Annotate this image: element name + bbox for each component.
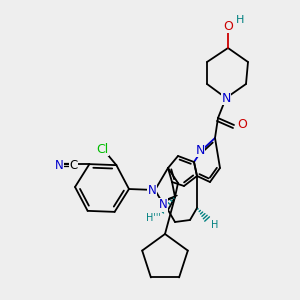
Text: O: O <box>237 118 247 130</box>
Text: H: H <box>236 15 244 25</box>
Text: H: H <box>211 220 219 230</box>
Text: N: N <box>221 92 231 104</box>
Text: C: C <box>69 159 77 172</box>
Text: O: O <box>223 20 233 32</box>
Text: Cl: Cl <box>96 142 109 156</box>
Text: N: N <box>148 184 156 197</box>
Text: N: N <box>195 143 205 157</box>
Text: N: N <box>159 199 167 212</box>
Text: H''': H''' <box>146 213 160 223</box>
Text: N: N <box>55 159 64 172</box>
